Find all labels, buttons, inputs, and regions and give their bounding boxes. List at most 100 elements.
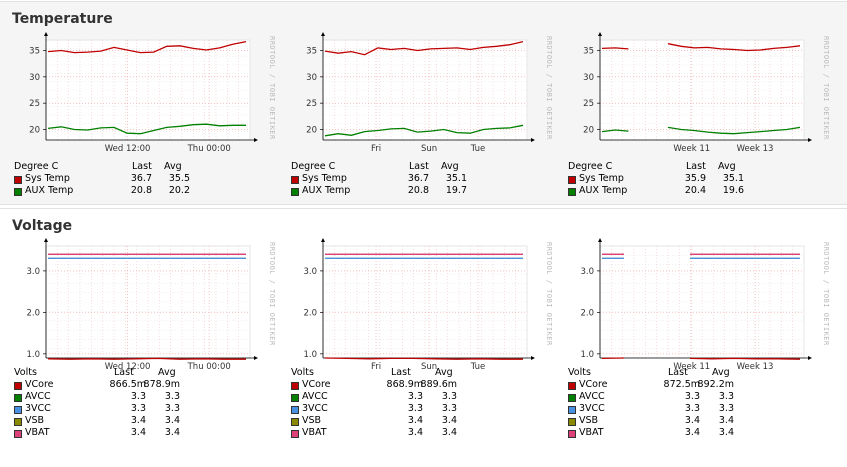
- legend-last-value: 3.3: [130, 403, 146, 414]
- x-tick-label: Week 13: [737, 362, 774, 372]
- legend-color-swatch: [291, 188, 299, 196]
- x-tick-label: Tue: [470, 144, 486, 154]
- legend-avg-value: 3.4: [441, 427, 457, 438]
- rrdtool-watermark: RRDTOOL / TOBI OETIKER: [268, 242, 276, 346]
- legend-avg-header: Avg: [712, 367, 730, 378]
- legend-series-name: AUX Temp: [302, 185, 351, 196]
- x-tick-label: Week 11: [673, 144, 710, 154]
- legend-color-swatch: [14, 176, 22, 184]
- legend-color-swatch: [568, 394, 576, 402]
- x-tick-label: Fri: [371, 362, 381, 372]
- y-tick-label: 2.0: [26, 308, 40, 318]
- section-title-temperature: Temperature: [12, 11, 113, 27]
- x-tick-label: Week 13: [737, 144, 774, 154]
- y-tick-label: 3.0: [580, 267, 594, 277]
- legend-series-name: 3VCC: [25, 403, 51, 414]
- rrdtool-watermark: RRDTOOL / TOBI OETIKER: [545, 36, 553, 140]
- legend-color-swatch: [568, 418, 576, 426]
- legend-row: AUX Temp 20.8 19.7: [291, 185, 521, 197]
- legend-color-swatch: [291, 176, 299, 184]
- y-tick-label: 30: [306, 73, 317, 83]
- legend-row: AUX Temp 20.4 19.6: [568, 185, 798, 197]
- series-line-aux-temp: [601, 126, 801, 135]
- legend-avg-value: 35.1: [445, 173, 467, 184]
- x-axis-arrow: [808, 138, 812, 142]
- x-axis-arrow: [531, 138, 535, 142]
- legend-last-value: 3.3: [130, 391, 146, 402]
- legend-row: Sys Temp 36.7 35.5: [14, 173, 244, 185]
- legend-series-name: AVCC: [25, 391, 51, 402]
- legend-last-value: 3.4: [407, 427, 423, 438]
- legend-row: 3VCC 3.3 3.3: [291, 403, 521, 415]
- y-tick-label: 20: [29, 125, 40, 135]
- legend-row: VBAT 3.4 3.4: [14, 427, 244, 439]
- legend-row: VBAT 3.4 3.4: [568, 427, 798, 439]
- graph-canvas: 35 30 25 20 Wed 12:00 Thu 00:00 RRDTOOL / TOBI…: [29, 32, 276, 154]
- y-axis-arrow: [598, 32, 602, 36]
- legend-avg-value: 3.3: [718, 391, 734, 402]
- graph-canvas: 3.0 2.0 1.0 Week 11 Week 13 RRDTOOL / TOBI OE…: [580, 238, 830, 372]
- legend-row: AVCC 3.3 3.3: [291, 391, 521, 403]
- y-axis-arrow: [44, 32, 48, 36]
- legend-avg-value: 19.7: [445, 185, 467, 196]
- legend-avg-value: 3.4: [718, 415, 734, 426]
- legend-color-swatch: [14, 418, 22, 426]
- legend-color-swatch: [568, 406, 576, 414]
- legend-last-value: 3.3: [407, 391, 423, 402]
- graph-canvas: 35 30 25 20 Fri Sun Tue RRDTOOL / TOBI OETIKER: [306, 32, 553, 154]
- temperature-graph-3: 35 30 25 20 Week 11 Week 13 RRDTOOL / TOBI OET…: [562, 28, 832, 238]
- legend-series-name: VCore: [579, 379, 608, 390]
- legend-avg-value: 3.3: [718, 403, 734, 414]
- legend-row: VCore 872.5m 892.2m: [568, 379, 798, 391]
- legend-row: VCore 866.5m 878.9m: [14, 379, 244, 391]
- legend-avg-header: Avg: [441, 161, 459, 172]
- x-tick-label: Sun: [421, 144, 437, 154]
- legend-series-name: VBAT: [25, 427, 50, 438]
- legend-row: VSB 3.4 3.4: [291, 415, 521, 427]
- legend-avg-value: 892.2m: [697, 379, 734, 390]
- legend-color-swatch: [14, 394, 22, 402]
- legend-series-name: VSB: [25, 415, 45, 426]
- voltage-graph-1: 3.0 2.0 1.0 Wed 12:00 Thu 00:00 RRDTOOL / TOB…: [8, 236, 278, 446]
- legend-avg-value: 3.4: [164, 427, 180, 438]
- graph-canvas: 3.0 2.0 1.0 Wed 12:00 Thu 00:00 RRDTOOL / TOB…: [26, 238, 276, 372]
- legend-row: VCore 868.9m 889.6m: [291, 379, 521, 391]
- legend-last-value: 36.7: [407, 173, 429, 184]
- legend-color-swatch: [14, 406, 22, 414]
- legend-row: VSB 3.4 3.4: [14, 415, 244, 427]
- legend-last-value: 20.8: [407, 185, 429, 196]
- legend-unit-label: Degree C: [568, 161, 613, 172]
- legend-unit-label: Degree C: [14, 161, 59, 172]
- y-tick-label: 3.0: [303, 267, 317, 277]
- legend-series-name: AVCC: [579, 391, 605, 402]
- legend-avg-header: Avg: [435, 367, 453, 378]
- legend-last-value: 3.4: [130, 427, 146, 438]
- legend-last-value: 35.9: [684, 173, 706, 184]
- legend-row: 3VCC 3.3 3.3: [14, 403, 244, 415]
- section-title-voltage: Voltage: [12, 218, 73, 234]
- legend-last-header: Last: [114, 367, 134, 378]
- legend-color-swatch: [291, 382, 299, 390]
- y-axis-arrow: [598, 238, 602, 242]
- y-tick-label: 1.0: [26, 350, 40, 360]
- legend-row: Sys Temp 35.9 35.1: [568, 173, 798, 185]
- series-line-vcore: [47, 357, 246, 360]
- x-tick-label: Week 11: [673, 362, 710, 372]
- y-tick-label: 25: [583, 99, 594, 109]
- y-tick-label: 30: [29, 73, 40, 83]
- series-line-vcore: [601, 357, 801, 360]
- legend-series-name: VSB: [579, 415, 599, 426]
- legend-color-swatch: [14, 188, 22, 196]
- graph-legend: Degree C Last Avg Sys Temp 36.7 35.5 AUX Temp 2…: [14, 161, 244, 261]
- x-tick-label: Thu 00:00: [187, 362, 231, 372]
- graph-legend: Volts Last Avg VCore 866.5m 878.9m AVCC 3.3 3.3 3…: [14, 367, 244, 467]
- x-tick-label: Sun: [421, 362, 437, 372]
- legend-unit-label: Volts: [568, 367, 591, 378]
- legend-last-value: 3.4: [130, 415, 146, 426]
- legend-series-name: AVCC: [302, 391, 328, 402]
- legend-avg-value: 3.3: [441, 391, 457, 402]
- y-tick-label: 2.0: [580, 308, 594, 318]
- legend-last-value: 872.5m: [663, 379, 700, 390]
- x-axis-arrow: [808, 356, 812, 360]
- temperature-graph-1: 35 30 25 20 Wed 12:00 Thu 00:00 RRDTOOL / TOBI…: [8, 28, 278, 238]
